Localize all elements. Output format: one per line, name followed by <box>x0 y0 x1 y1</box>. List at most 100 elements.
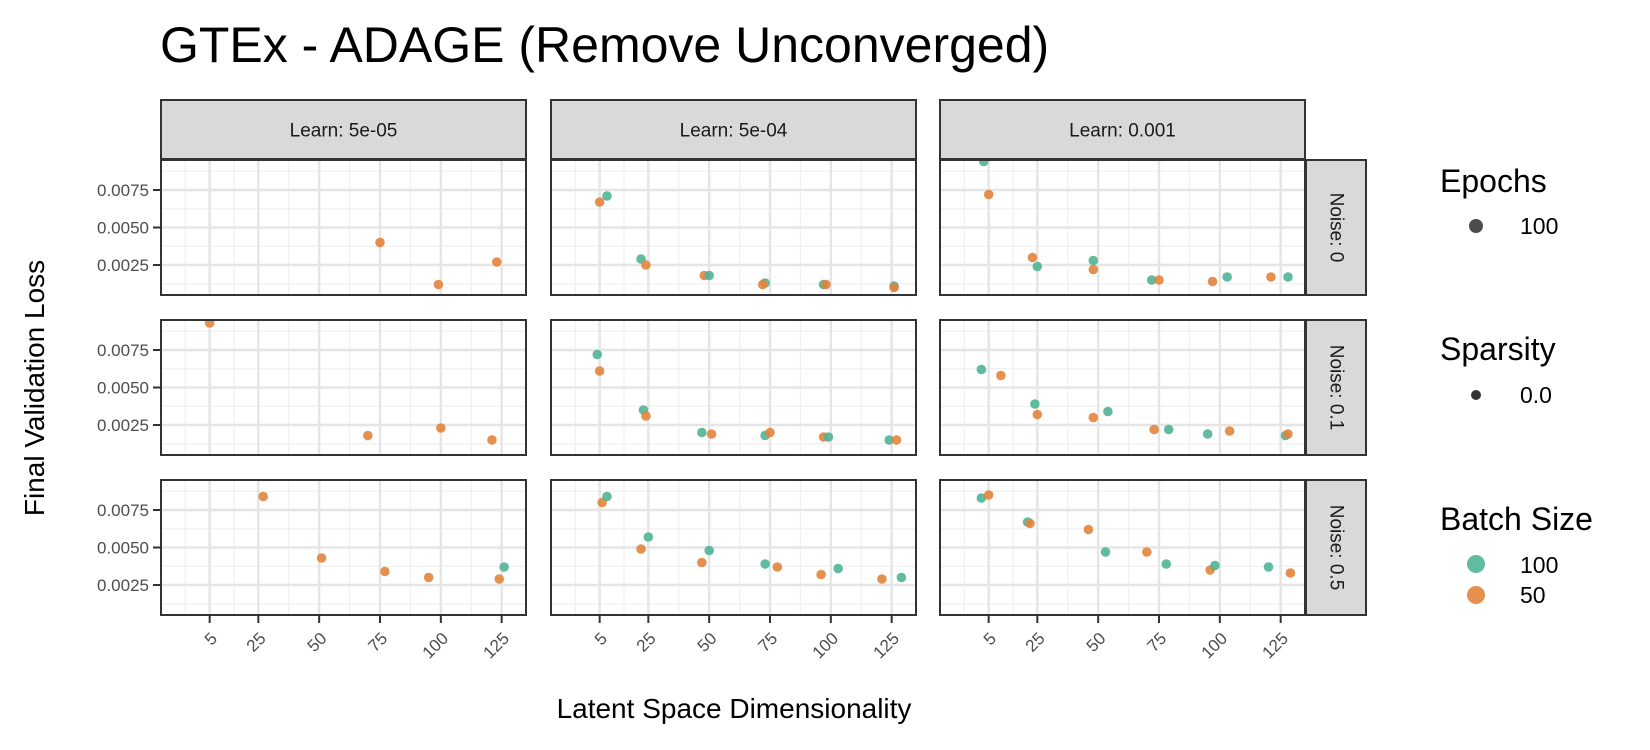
x-tick-label-c1-3: 75 <box>754 629 781 656</box>
x-axis-title: Latent Space Dimensionality <box>557 693 912 724</box>
data-point-r0-c1-5 <box>704 270 714 281</box>
panel-r1-c2 <box>940 320 1305 455</box>
data-point-r2-c1-4 <box>697 557 707 568</box>
y-tick-label-r0-2: 0.0075 <box>97 181 149 200</box>
panel-r0-c2 <box>940 160 1305 295</box>
col-strip-label-1: Learn: 5e-04 <box>680 121 788 142</box>
x-tick-label-c0-0: 5 <box>201 629 221 649</box>
legend: Epochs 100 Sparsity 0.0 Batch Size 100 5… <box>1440 163 1593 608</box>
data-point-r2-c0-3 <box>423 572 434 583</box>
data-point-r1-c2-7 <box>1163 424 1174 435</box>
row-strip-0 <box>1305 159 1367 296</box>
y-tick-label-r1-2: 0.0075 <box>97 341 149 360</box>
gridlines <box>551 320 916 455</box>
data-point-r1-c0-2 <box>436 423 446 433</box>
data-point-r0-c2-6 <box>1146 275 1157 285</box>
x-tick-label-c0-3: 75 <box>364 629 391 656</box>
data-point-r2-c1-10 <box>877 574 887 584</box>
data-point-r2-c1-5 <box>704 545 714 556</box>
data-point-r2-c2-1 <box>983 490 994 500</box>
legend-batch-100-label: 100 <box>1520 552 1558 578</box>
data-point-r1-c2-9 <box>1224 426 1235 436</box>
data-point-r1-c2-8 <box>1202 429 1213 439</box>
y-tick-label-r1-1: 0.0050 <box>97 379 149 398</box>
data-point-r2-c1-7 <box>772 562 783 572</box>
data-point-r0-c0-2 <box>492 257 502 267</box>
data-point-r1-c2-1 <box>996 370 1006 381</box>
data-point-r2-c0-2 <box>380 566 390 577</box>
data-point-r1-c2-6 <box>1149 424 1159 435</box>
panel-border-r1-c2 <box>939 319 1306 456</box>
points-r0-c2 <box>979 160 1293 287</box>
data-point-r1-c1-10 <box>884 435 895 445</box>
data-point-r2-c2-4 <box>1083 524 1094 535</box>
x-tick-label-c2-2: 50 <box>1083 629 1110 656</box>
data-point-r2-c1-6 <box>760 559 770 569</box>
panel-r2-c2 <box>940 480 1305 615</box>
x-tick-label-c2-3: 75 <box>1143 629 1170 656</box>
legend-sparsity-title: Sparsity <box>1440 331 1556 367</box>
row-strip-label-0: Noise: 0 <box>1326 193 1347 263</box>
points-r1-c2 <box>976 364 1293 441</box>
data-point-r0-c0-1 <box>433 279 444 290</box>
panel-border-r2-c2 <box>939 479 1306 616</box>
legend-sparsity-key <box>1471 390 1481 400</box>
panel-r0-c1 <box>551 160 916 295</box>
data-point-r1-c1-3 <box>641 411 651 421</box>
col-strip-0 <box>160 99 527 160</box>
gridlines <box>551 160 916 295</box>
data-point-r1-c0-0 <box>204 320 215 328</box>
row-strip-label-1: Noise: 0.1 <box>1326 345 1347 431</box>
legend-epochs-title: Epochs <box>1440 163 1547 199</box>
data-point-r2-c2-11 <box>1285 568 1296 578</box>
legend-epochs-key <box>1469 219 1483 233</box>
panel-r2-c1 <box>551 480 916 615</box>
data-point-r2-c2-3 <box>1025 518 1035 529</box>
data-point-r0-c2-4 <box>1088 255 1099 266</box>
data-point-r1-c0-3 <box>487 435 497 445</box>
data-point-r0-c2-5 <box>1088 264 1099 275</box>
x-tick-label-c2-5: 125 <box>1258 629 1291 662</box>
col-strip-label-2: Learn: 0.001 <box>1069 121 1176 142</box>
x-tick-label-c2-1: 25 <box>1022 629 1049 656</box>
data-point-r2-c0-0 <box>258 491 269 502</box>
data-point-r2-c1-2 <box>636 544 646 554</box>
data-point-r1-c2-3 <box>1032 409 1043 420</box>
x-tick-label-c1-2: 50 <box>694 629 721 656</box>
x-tick-label-c0-1: 25 <box>243 629 270 656</box>
legend-batch-100-key <box>1467 555 1485 573</box>
data-point-r1-c1-9 <box>823 432 834 442</box>
data-point-r0-c0-0 <box>375 237 385 248</box>
data-point-r0-c1-7 <box>757 279 768 290</box>
panel-border-r0-c1 <box>550 159 917 296</box>
y-tick-label-r2-2: 0.0075 <box>97 501 149 520</box>
data-point-r0-c1-3 <box>641 260 651 270</box>
data-point-r2-c0-1 <box>316 553 327 563</box>
y-axis-title: Final Validation Loss <box>19 260 50 516</box>
chart-title: GTEx - ADAGE (Remove Unconverged) <box>160 17 1049 73</box>
data-point-r1-c1-11 <box>891 435 902 445</box>
gridlines <box>940 160 1305 295</box>
col-strip-1 <box>550 99 917 160</box>
data-point-r0-c1-1 <box>602 191 612 201</box>
gridlines <box>551 480 916 615</box>
data-point-r2-c1-1 <box>602 491 612 502</box>
gridlines <box>940 320 1305 455</box>
legend-epochs-label: 100 <box>1520 213 1558 239</box>
points-r1-c0 <box>204 320 497 445</box>
y-tick-label-r0-1: 0.0050 <box>97 219 149 238</box>
x-tick-label-c2-0: 5 <box>980 629 1000 649</box>
data-point-r2-c2-6 <box>1142 547 1152 557</box>
col-strip-2 <box>939 99 1306 160</box>
row-strip-label-2: Noise: 0.5 <box>1326 505 1347 591</box>
points-r1-c1 <box>592 349 902 445</box>
data-point-r2-c2-9 <box>1210 560 1220 571</box>
panel-r0-c0 <box>161 160 526 295</box>
data-point-r2-c0-5 <box>499 562 509 572</box>
legend-batch-50-key <box>1467 586 1485 604</box>
data-point-r2-c1-11 <box>896 572 907 583</box>
data-point-r1-c1-5 <box>706 429 717 439</box>
data-point-r1-c1-7 <box>765 427 775 438</box>
data-point-r0-c2-2 <box>1027 252 1038 263</box>
